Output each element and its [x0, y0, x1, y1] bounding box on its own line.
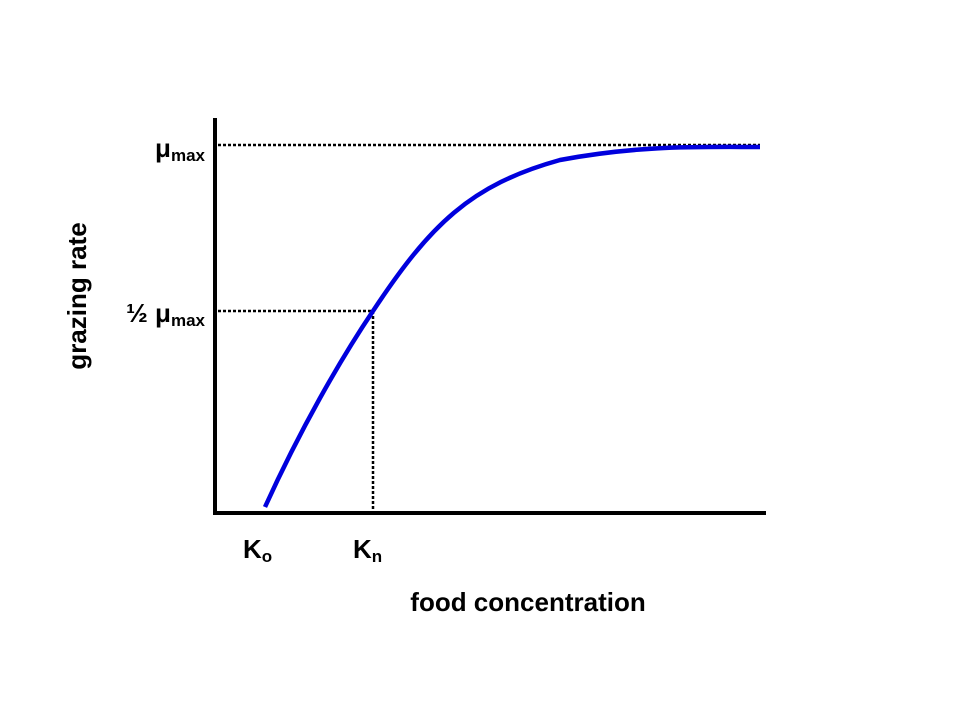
label-subscript: n	[372, 547, 382, 566]
label-subscript: max	[171, 146, 206, 165]
label-subscript: max	[171, 311, 206, 330]
ko-label: Ko	[243, 534, 272, 566]
label-symbol: ½ μ	[126, 298, 171, 328]
half-mu-max-label: ½ μmax	[126, 298, 205, 330]
label-symbol: K	[353, 534, 372, 564]
x-axis-title: food concentration	[410, 587, 645, 617]
kn-label: Kn	[353, 534, 382, 566]
mu-max-label: μmax	[155, 133, 205, 165]
label-subscript: o	[262, 547, 272, 566]
label-symbol: K	[243, 534, 262, 564]
label-symbol: μ	[155, 133, 171, 163]
grazing-curve	[262, 144, 761, 508]
y-axis-title: grazing rate	[62, 222, 92, 369]
